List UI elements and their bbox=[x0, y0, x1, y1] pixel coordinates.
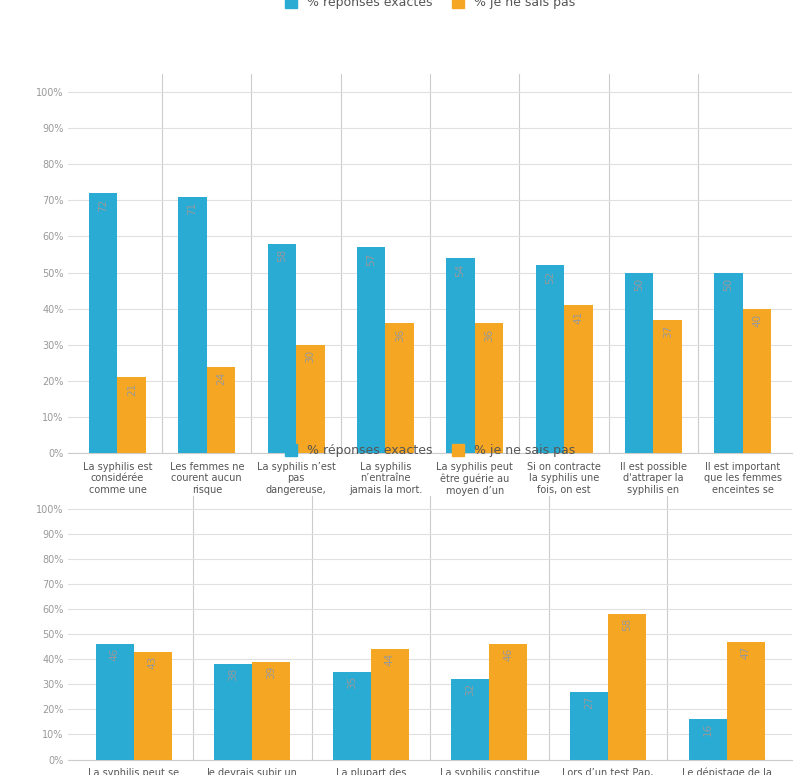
Bar bbox=[451, 679, 489, 760]
Text: 44: 44 bbox=[385, 653, 394, 666]
Text: 35: 35 bbox=[346, 676, 357, 689]
Bar bbox=[178, 197, 206, 453]
Bar bbox=[688, 719, 726, 760]
Text: 37: 37 bbox=[662, 325, 672, 338]
Text: 21: 21 bbox=[127, 383, 137, 396]
Bar bbox=[117, 377, 146, 453]
Text: 54: 54 bbox=[455, 264, 465, 277]
Text: 72: 72 bbox=[98, 198, 108, 212]
Text: 47: 47 bbox=[740, 646, 750, 659]
Text: 71: 71 bbox=[187, 202, 198, 215]
Text: 30: 30 bbox=[305, 350, 315, 363]
Text: 58: 58 bbox=[622, 618, 631, 631]
Bar bbox=[446, 258, 475, 453]
Text: 38: 38 bbox=[228, 668, 238, 681]
Bar bbox=[607, 614, 646, 760]
Bar bbox=[713, 273, 742, 453]
Text: 46: 46 bbox=[109, 648, 120, 661]
Bar bbox=[385, 323, 414, 453]
Text: 16: 16 bbox=[702, 723, 711, 736]
Bar bbox=[535, 265, 564, 453]
Text: 32: 32 bbox=[465, 683, 475, 696]
Bar bbox=[742, 308, 770, 453]
Bar bbox=[624, 273, 653, 453]
Text: 50: 50 bbox=[723, 278, 732, 291]
Bar bbox=[96, 644, 133, 760]
Bar bbox=[370, 649, 408, 760]
Bar bbox=[267, 243, 296, 453]
Text: 43: 43 bbox=[148, 656, 157, 669]
Bar bbox=[214, 664, 252, 760]
Bar bbox=[133, 652, 171, 760]
Bar bbox=[653, 319, 681, 453]
Text: 52: 52 bbox=[544, 270, 554, 284]
Text: 36: 36 bbox=[483, 329, 494, 342]
Bar bbox=[332, 672, 370, 760]
Legend: % réponses exactes, % je ne sais pas: % réponses exactes, % je ne sais pas bbox=[284, 444, 575, 457]
Bar bbox=[89, 193, 117, 453]
Bar bbox=[475, 323, 503, 453]
Text: 58: 58 bbox=[276, 249, 287, 262]
Text: 24: 24 bbox=[216, 372, 226, 385]
Legend: % réponses exactes, % je ne sais pas: % réponses exactes, % je ne sais pas bbox=[284, 0, 575, 9]
Text: 57: 57 bbox=[365, 253, 376, 266]
Text: 36: 36 bbox=[394, 329, 404, 342]
Text: 50: 50 bbox=[634, 278, 643, 291]
Text: 46: 46 bbox=[503, 648, 513, 661]
Bar bbox=[569, 692, 607, 760]
Bar bbox=[206, 367, 235, 453]
Bar bbox=[252, 662, 290, 760]
Text: 39: 39 bbox=[266, 666, 276, 679]
Bar bbox=[296, 345, 324, 453]
Bar bbox=[357, 247, 385, 453]
Bar bbox=[489, 644, 527, 760]
Bar bbox=[726, 642, 764, 760]
Text: 40: 40 bbox=[751, 314, 761, 327]
Text: 27: 27 bbox=[583, 695, 593, 709]
Text: 41: 41 bbox=[573, 311, 583, 324]
Bar bbox=[564, 305, 592, 453]
